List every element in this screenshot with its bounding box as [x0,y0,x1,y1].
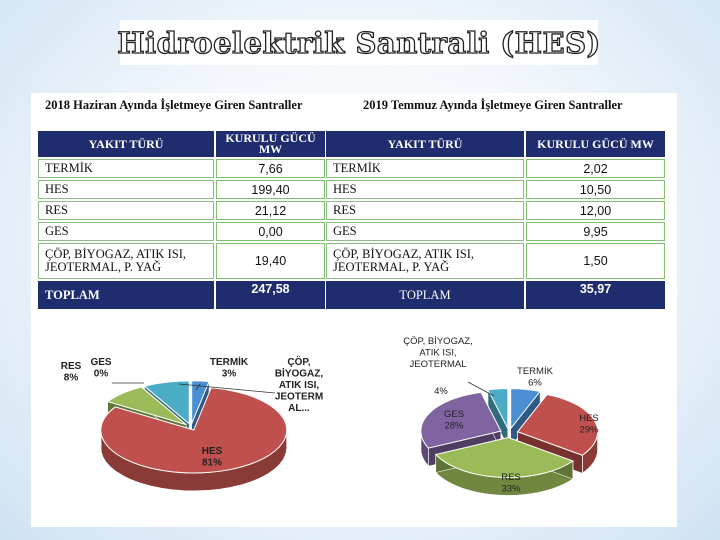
pie-chart-2019: ÇÖP, BİYOGAZ, ATIK ISI, JEOTERMAL TERMİK 6% H… [403,336,599,496]
table-2018-title: 2018 Haziran Ayında İşletmeye Giren Sant… [45,98,303,112]
row-label: RES [326,201,524,220]
res-slice [434,436,574,478]
row-value: 12,00 [526,201,665,220]
leader-termik [195,383,201,391]
leader-cop [178,383,276,394]
total-label: TOPLAM [326,281,524,309]
col-fuel-type: YAKIT TÜRÜ [38,131,214,157]
termi-k-slice [191,380,210,424]
table-row: GES 9,95 [326,222,665,241]
slide-title: Hidroelektrik Santrali (HES) [117,25,601,60]
leader-cop [467,381,495,397]
table-row: ÇÖP, BİYOGAZ, ATIK ISI, JEOTERMAL, P. YA… [326,243,665,279]
title-box: Hidroelektrik Santrali (HES) [117,20,601,65]
row-value: 2,02 [526,159,665,178]
label-cop-biyogaz: ÇÖP, BİYOGAZ, ATIK ISI, JEOTERM AL... [275,355,324,414]
row-label: RES [38,201,214,220]
row-label: ÇÖP, BİYOGAZ, ATIK ISI, JEOTERMAL, P. YA… [38,243,214,279]
ges-slice [420,391,502,449]
table-header-row: YAKIT TÜRÜ KURULU GÜCÜ MW [38,131,325,157]
label-hes: HES 81% [202,446,223,469]
table-header-row: YAKIT TÜRÜ KURULU GÜCÜ MW [326,131,665,157]
row-value: 9,95 [526,222,665,241]
label-cop-biyogaz: ÇÖP, BİYOGAZ, ATIK ISI, JEOTERMAL [403,336,473,370]
row-label: HES [326,180,524,199]
row-label: TERMİK [38,159,214,178]
pie-chart-2018: RES 8% GES 0% TERMİK 3% ÇÖP, BİYOGAZ, ATIK ISI, J… [61,355,324,492]
row-label: GES [38,222,214,241]
label-hes: HES 29% [579,413,599,436]
total-value: 247,58 [216,281,325,309]
label-termik: TERMİK 3% [210,355,249,380]
row-value: 199,40 [216,180,325,199]
table-2019: YAKIT TÜRÜ KURULU GÜCÜ MW TERMİK 2,02 HE… [324,129,667,311]
p-bi-yogaz-atik-isi-jeotermal-slice [143,380,190,425]
total-label: TOPLAM [38,281,214,309]
label-res: RES 8% [61,361,82,384]
row-value: 1,50 [526,243,665,279]
label-termik: TERMİK 6% [517,366,554,389]
col-fuel-type: YAKIT TÜRÜ [326,131,524,157]
row-label: TERMİK [326,159,524,178]
row-value: 21,12 [216,201,325,220]
table-row: GES 0,00 [38,222,325,241]
table-row: HES 199,40 [38,180,325,199]
table-2019-title: 2019 Temmuz Ayında İşletmeye Giren Santr… [363,98,623,112]
row-value: 7,66 [216,159,325,178]
row-label: HES [38,180,214,199]
label-cop-pct: 4% [434,386,448,397]
table-row: ÇÖP, BİYOGAZ, ATIK ISI, JEOTERMAL, P. YA… [38,243,325,279]
hes-slice [516,394,599,456]
table-row: HES 10,50 [326,180,665,199]
row-value: 10,50 [526,180,665,199]
label-ges: GES 28% [444,409,464,432]
row-value: 19,40 [216,243,325,279]
row-label: GES [326,222,524,241]
content-panel: 2018 Haziran Ayında İşletmeye Giren Sant… [31,93,677,527]
table-total-row: TOPLAM 35,97 [326,281,665,309]
res-slice [106,386,187,426]
table-row: TERMİK 2,02 [326,159,665,178]
label-res: RES 33% [501,472,521,495]
label-ges: GES 0% [90,357,111,380]
table-row: RES 21,12 [38,201,325,220]
col-installed-power: KURULU GÜCÜ MW [526,131,665,157]
termi-k-slice [510,388,542,431]
col-installed-power: KURULU GÜCÜ MW [216,131,325,157]
row-label: ÇÖP, BİYOGAZ, ATIK ISI, JEOTERMAL, P. YA… [326,243,524,279]
table-total-row: TOPLAM 247,58 [38,281,325,309]
hes-slice [100,387,288,474]
table-2018: YAKIT TÜRÜ KURULU GÜCÜ MW TERMİK 7,66 HE… [36,129,327,311]
table-row: RES 12,00 [326,201,665,220]
row-value: 0,00 [216,222,325,241]
total-value: 35,97 [526,281,665,309]
table-row: TERMİK 7,66 [38,159,325,178]
p-bi-yogaz-atik-isi-jeotermal-slice [487,388,509,429]
